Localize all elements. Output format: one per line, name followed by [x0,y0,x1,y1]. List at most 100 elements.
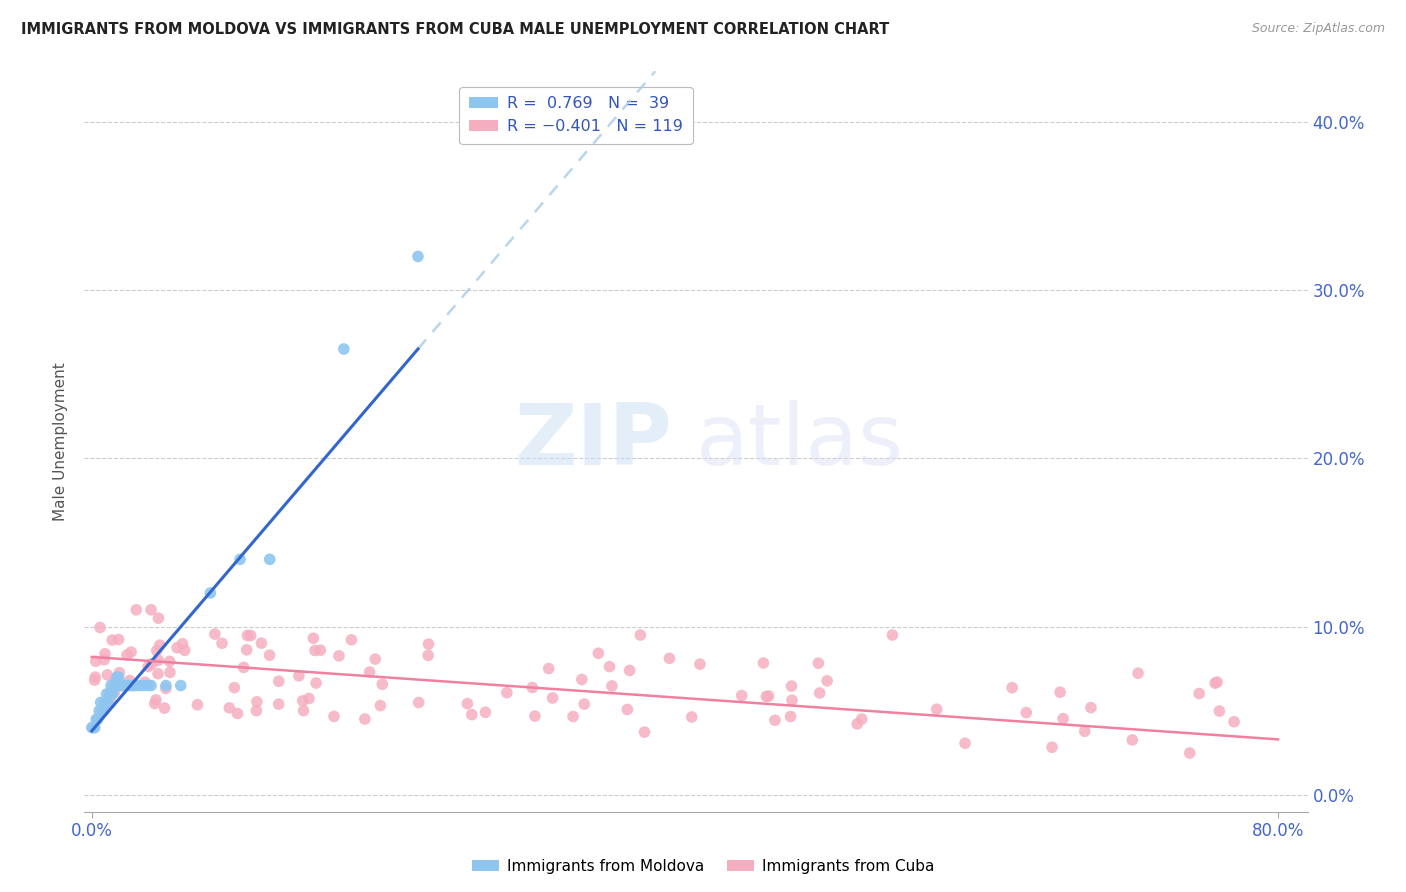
Point [1206,675,1229,690]
Point [619,664,641,678]
Legend: R =  0.769   N =  39, R = −0.401   N = 119: R = 0.769 N = 39, R = −0.401 N = 119 [460,87,693,144]
Point [628,628,651,642]
Point [211,636,233,650]
Point [218,701,240,715]
Point [155,679,177,693]
Point [145,693,167,707]
Point [100,679,122,693]
Point [574,697,596,711]
Point [148,611,170,625]
Point [153,701,176,715]
Point [1121,733,1143,747]
Point [118,679,141,693]
Point [139,679,162,693]
Point [953,736,976,750]
Point [115,648,138,662]
Point [146,666,169,681]
Point [159,654,181,668]
Point [105,670,128,684]
Point [418,648,440,663]
Point [298,691,321,706]
Point [239,629,262,643]
Point [98,693,121,707]
Point [807,656,830,670]
Point [98,687,121,701]
Point [600,679,623,693]
Point [340,632,363,647]
Point [418,637,440,651]
Point [359,665,381,679]
Point [1073,724,1095,739]
Point [1223,714,1246,729]
Point [128,679,150,693]
Point [780,693,803,707]
Point [259,552,281,566]
Point [173,643,195,657]
Point [456,697,478,711]
Legend: Immigrants from Moldova, Immigrants from Cuba: Immigrants from Moldova, Immigrants from… [465,853,941,880]
Point [328,648,350,663]
Point [82,721,104,735]
Point [149,638,172,652]
Point [1178,746,1201,760]
Text: Source: ZipAtlas.com: Source: ZipAtlas.com [1251,22,1385,36]
Point [408,696,430,710]
Point [103,679,125,693]
Point [523,709,546,723]
Point [232,660,254,674]
Point [89,620,111,634]
Point [305,676,328,690]
Point [111,679,134,693]
Point [752,656,775,670]
Point [537,661,560,675]
Point [143,697,166,711]
Point [110,679,132,693]
Text: IMMIGRANTS FROM MOLDOVA VS IMMIGRANTS FROM CUBA MALE UNEMPLOYMENT CORRELATION CH: IMMIGRANTS FROM MOLDOVA VS IMMIGRANTS FR… [21,22,890,37]
Point [1188,686,1211,700]
Point [136,679,159,693]
Point [120,645,142,659]
Point [333,342,356,356]
Point [259,648,281,663]
Point [681,710,703,724]
Point [96,668,118,682]
Point [235,643,257,657]
Point [815,673,838,688]
Point [1126,666,1149,681]
Point [882,628,904,642]
Point [1049,685,1071,699]
Point [461,707,484,722]
Point [89,704,111,718]
Point [94,647,117,661]
Point [1052,712,1074,726]
Point [93,653,115,667]
Point [599,659,621,673]
Point [96,687,118,701]
Point [246,695,269,709]
Point [122,679,145,693]
Point [101,633,124,648]
Point [118,673,141,688]
Point [731,689,754,703]
Point [132,679,155,693]
Point [148,653,170,667]
Point [226,706,249,721]
Point [1015,706,1038,720]
Point [172,637,194,651]
Point [292,704,315,718]
Point [104,679,127,693]
Point [288,669,311,683]
Point [200,586,222,600]
Point [224,681,246,695]
Text: atlas: atlas [696,400,904,483]
Point [370,698,392,713]
Point [250,636,273,650]
Point [616,702,638,716]
Point [84,712,107,726]
Point [112,679,135,693]
Point [562,709,585,723]
Point [245,704,267,718]
Point [354,712,377,726]
Point [302,632,325,646]
Point [125,603,148,617]
